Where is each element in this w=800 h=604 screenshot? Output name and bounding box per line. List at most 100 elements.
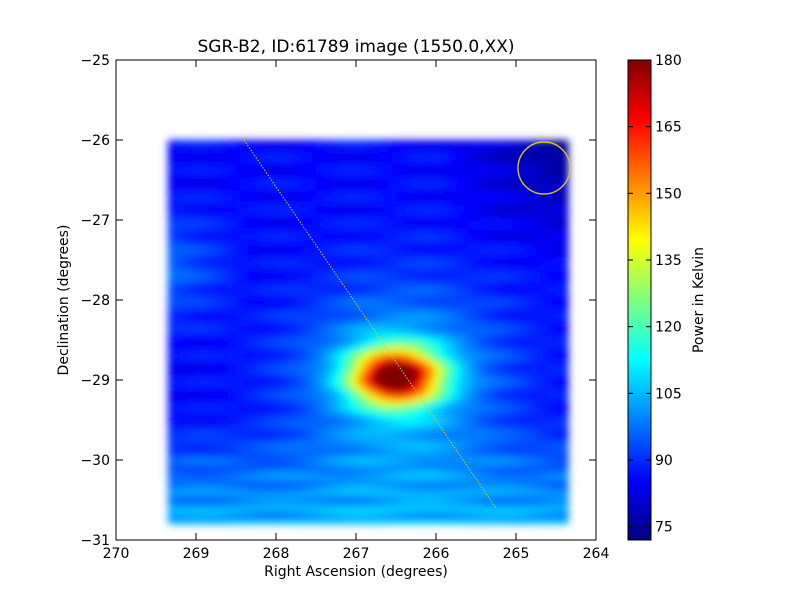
heatmap-cell bbox=[276, 374, 281, 378]
heatmap-cell bbox=[212, 259, 217, 263]
heatmap-cell bbox=[284, 309, 289, 313]
heatmap-cell bbox=[308, 294, 313, 298]
heatmap-cell bbox=[352, 436, 357, 440]
heatmap-cell bbox=[312, 155, 317, 159]
heatmap-cell bbox=[172, 194, 177, 198]
heatmap-cell bbox=[272, 355, 277, 359]
heatmap-cell bbox=[360, 436, 365, 440]
heatmap-cell bbox=[320, 355, 325, 359]
heatmap-cell bbox=[356, 470, 361, 474]
heatmap-cell bbox=[180, 301, 185, 305]
heatmap-cell bbox=[200, 194, 205, 198]
heatmap-cell bbox=[312, 493, 317, 497]
heatmap-cell bbox=[280, 259, 285, 263]
heatmap-cell bbox=[244, 370, 249, 374]
heatmap-cell bbox=[216, 148, 221, 152]
heatmap-cell bbox=[200, 271, 205, 275]
heatmap-cell bbox=[340, 259, 345, 263]
heatmap-cell bbox=[288, 324, 293, 328]
heatmap-cell bbox=[256, 455, 261, 459]
heatmap-cell bbox=[304, 493, 309, 497]
heatmap-cell bbox=[328, 474, 333, 478]
heatmap-cell bbox=[332, 509, 337, 513]
heatmap-cell bbox=[196, 463, 201, 467]
heatmap-cell bbox=[348, 190, 353, 194]
heatmap-cell bbox=[232, 186, 237, 190]
heatmap-cell bbox=[332, 224, 337, 228]
heatmap-cell bbox=[212, 171, 217, 175]
heatmap-cell bbox=[248, 274, 253, 278]
heatmap-cell bbox=[248, 163, 253, 167]
heatmap-cell bbox=[208, 297, 213, 301]
heatmap-cell bbox=[196, 320, 201, 324]
heatmap-cell bbox=[340, 232, 345, 236]
heatmap-cell bbox=[304, 501, 309, 505]
heatmap-cell bbox=[280, 344, 285, 348]
heatmap-cell bbox=[280, 489, 285, 493]
heatmap-cell bbox=[316, 486, 321, 490]
heatmap-cell bbox=[332, 194, 337, 198]
heatmap-cell bbox=[280, 436, 285, 440]
heatmap-cell bbox=[192, 251, 197, 255]
heatmap-cell bbox=[168, 428, 173, 432]
heatmap-cell bbox=[328, 190, 333, 194]
heatmap-cell bbox=[192, 163, 197, 167]
heatmap-cell bbox=[196, 447, 201, 451]
heatmap-cell bbox=[196, 416, 201, 420]
heatmap-cell bbox=[316, 140, 321, 144]
heatmap-cell bbox=[236, 409, 241, 413]
heatmap-cell bbox=[224, 171, 229, 175]
heatmap-cell bbox=[336, 313, 341, 317]
heatmap-cell bbox=[336, 512, 341, 516]
heatmap-cell bbox=[312, 213, 317, 217]
heatmap-cell bbox=[288, 240, 293, 244]
heatmap-cell bbox=[256, 505, 261, 509]
heatmap-cell bbox=[212, 497, 217, 501]
heatmap-cell bbox=[344, 363, 349, 367]
heatmap-cell bbox=[180, 263, 185, 267]
heatmap-cell bbox=[336, 509, 341, 513]
heatmap-cell bbox=[248, 213, 253, 217]
heatmap-cell bbox=[344, 159, 349, 163]
heatmap-cell bbox=[312, 367, 317, 371]
heatmap-cell bbox=[348, 290, 353, 294]
heatmap-cell bbox=[176, 363, 181, 367]
heatmap-cell bbox=[256, 140, 261, 144]
heatmap-cell bbox=[280, 175, 285, 179]
heatmap-cell bbox=[360, 466, 365, 470]
heatmap-cell bbox=[292, 305, 297, 309]
heatmap-cell bbox=[256, 347, 261, 351]
heatmap-cell bbox=[336, 393, 341, 397]
heatmap-cell bbox=[260, 367, 265, 371]
heatmap-cell bbox=[200, 463, 205, 467]
heatmap-cell bbox=[224, 420, 229, 424]
heatmap-cell bbox=[356, 501, 361, 505]
heatmap-cell bbox=[336, 466, 341, 470]
heatmap-cell bbox=[300, 259, 305, 263]
heatmap-cell bbox=[248, 259, 253, 263]
heatmap-cell bbox=[188, 382, 193, 386]
heatmap-cell bbox=[192, 512, 197, 516]
heatmap-cell bbox=[168, 432, 173, 436]
heatmap-cell bbox=[232, 171, 237, 175]
heatmap-cell bbox=[180, 347, 185, 351]
heatmap-cell bbox=[360, 486, 365, 490]
heatmap-cell bbox=[196, 313, 201, 317]
heatmap-cell bbox=[300, 232, 305, 236]
heatmap-cell bbox=[272, 463, 277, 467]
heatmap-cell bbox=[272, 155, 277, 159]
heatmap-cell bbox=[172, 213, 177, 217]
heatmap-cell bbox=[192, 447, 197, 451]
heatmap-cell bbox=[204, 278, 209, 282]
heatmap-cell bbox=[336, 428, 341, 432]
heatmap-cell bbox=[204, 271, 209, 275]
heatmap-cell bbox=[292, 401, 297, 405]
heatmap-cell bbox=[244, 198, 249, 202]
heatmap-cell bbox=[304, 474, 309, 478]
heatmap-cell bbox=[284, 351, 289, 355]
heatmap-cell bbox=[280, 493, 285, 497]
heatmap-cell bbox=[188, 432, 193, 436]
heatmap-cell bbox=[336, 493, 341, 497]
heatmap-cell bbox=[296, 201, 301, 205]
heatmap-cell bbox=[184, 217, 189, 221]
